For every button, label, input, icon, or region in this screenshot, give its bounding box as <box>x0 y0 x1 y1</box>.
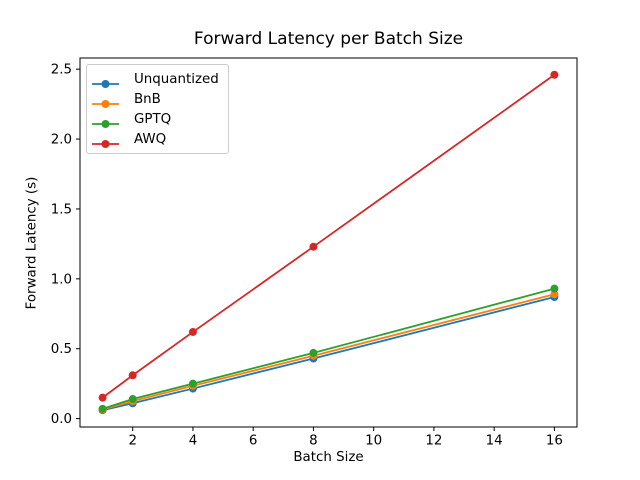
legend-label-awq: AWQ <box>134 131 167 147</box>
legend-label-bnb: BnB <box>134 91 161 107</box>
svg-text:2: 2 <box>128 434 137 449</box>
legend-item-unquantized: Unquantized <box>92 69 219 89</box>
legend: Unquantized BnB GPTQ AWQ <box>86 64 229 154</box>
legend-marker-unquantized-icon <box>92 74 119 88</box>
legend-marker-gptq-icon <box>92 114 119 128</box>
svg-text:0.5: 0.5 <box>51 342 72 357</box>
chart-title: Forward Latency per Batch Size <box>193 29 464 49</box>
y-axis-label: Forward Latency (s) <box>24 176 40 310</box>
svg-text:16: 16 <box>546 434 563 449</box>
svg-text:14: 14 <box>486 434 503 449</box>
svg-text:12: 12 <box>425 434 442 449</box>
legend-item-awq: AWQ <box>92 129 219 149</box>
legend-item-bnb: BnB <box>92 89 219 109</box>
legend-marker-awq-icon <box>92 134 119 148</box>
svg-text:1.0: 1.0 <box>51 272 72 287</box>
legend-label-gptq: GPTQ <box>134 111 172 127</box>
x-axis-label: Batch Size <box>293 450 364 465</box>
legend-marker-bnb-icon <box>92 94 119 108</box>
legend-label-unquantized: Unquantized <box>134 71 219 87</box>
svg-text:2.0: 2.0 <box>51 133 72 148</box>
svg-text:0.0: 0.0 <box>51 412 72 427</box>
svg-text:8: 8 <box>309 434 318 449</box>
svg-text:4: 4 <box>189 434 198 449</box>
svg-text:1.5: 1.5 <box>51 202 72 217</box>
svg-text:10: 10 <box>365 434 382 449</box>
svg-text:2.5: 2.5 <box>51 63 72 78</box>
legend-item-gptq: GPTQ <box>92 109 219 129</box>
svg-text:6: 6 <box>249 434 258 449</box>
